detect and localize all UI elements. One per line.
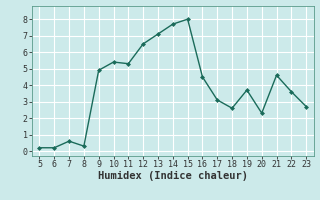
- X-axis label: Humidex (Indice chaleur): Humidex (Indice chaleur): [98, 171, 248, 181]
